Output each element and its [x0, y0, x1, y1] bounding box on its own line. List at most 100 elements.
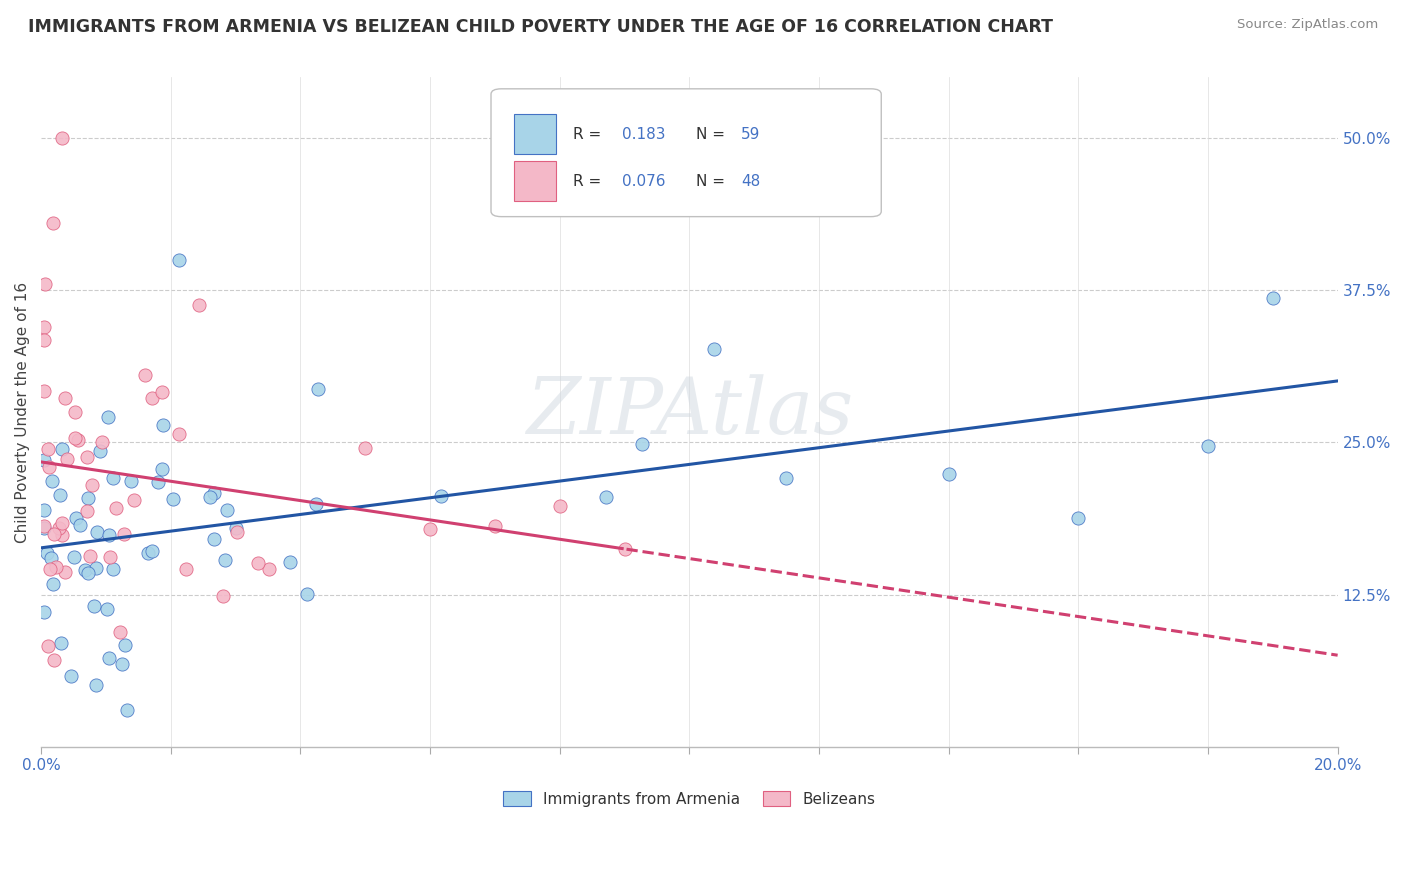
Point	[114, 638, 136, 652]
Point	[84, 678, 107, 692]
Point	[37, 442, 59, 456]
Point	[55, 565, 77, 579]
Point	[45, 560, 67, 574]
Point	[65, 405, 87, 419]
Point	[51, 131, 73, 145]
Point	[35, 546, 58, 560]
Point	[188, 298, 211, 312]
Point	[152, 461, 174, 475]
Text: N =: N =	[696, 127, 730, 142]
Point	[76, 450, 98, 465]
Point	[630, 436, 652, 450]
Point	[79, 549, 101, 564]
Text: 48: 48	[741, 174, 761, 189]
Point	[38, 459, 60, 474]
FancyBboxPatch shape	[515, 114, 555, 154]
Y-axis label: Child Poverty Under the Age of 16: Child Poverty Under the Age of 16	[15, 282, 30, 542]
Point	[34, 320, 56, 334]
Point	[204, 533, 226, 547]
Point	[60, 669, 83, 683]
Point	[80, 477, 103, 491]
Point	[34, 521, 56, 535]
Point	[430, 489, 453, 503]
Point	[115, 703, 138, 717]
Point	[37, 639, 59, 653]
Point	[65, 511, 87, 525]
Point	[938, 467, 960, 482]
Point	[38, 562, 60, 576]
Text: IMMIGRANTS FROM ARMENIA VS BELIZEAN CHILD POVERTY UNDER THE AGE OF 16 CORRELATIO: IMMIGRANTS FROM ARMENIA VS BELIZEAN CHIL…	[28, 18, 1053, 36]
Point	[305, 497, 328, 511]
Point	[90, 434, 112, 449]
Point	[51, 528, 73, 542]
Point	[86, 524, 108, 539]
Point	[96, 602, 118, 616]
Point	[42, 217, 65, 231]
Point	[295, 587, 318, 601]
Point	[51, 516, 73, 531]
Point	[101, 471, 124, 485]
Text: ZIPAtlas: ZIPAtlas	[526, 374, 853, 450]
Point	[214, 552, 236, 566]
Point	[307, 382, 329, 396]
Point	[613, 542, 636, 557]
Point	[39, 550, 62, 565]
Point	[108, 625, 131, 640]
Text: R =: R =	[572, 174, 606, 189]
Point	[703, 342, 725, 356]
Text: Source: ZipAtlas.com: Source: ZipAtlas.com	[1237, 18, 1378, 31]
Point	[48, 521, 70, 535]
Point	[34, 605, 56, 619]
Point	[120, 474, 142, 488]
Point	[202, 485, 225, 500]
Point	[76, 503, 98, 517]
Point	[134, 368, 156, 382]
Point	[42, 653, 65, 667]
Point	[73, 563, 96, 577]
Point	[212, 590, 235, 604]
Point	[62, 549, 84, 564]
Point	[167, 426, 190, 441]
Point	[97, 528, 120, 542]
Point	[98, 550, 121, 565]
Point	[217, 503, 239, 517]
Point	[548, 499, 571, 513]
Point	[34, 503, 56, 517]
Point	[101, 562, 124, 576]
Point	[257, 562, 280, 576]
Point	[1197, 439, 1219, 453]
Point	[150, 384, 173, 399]
FancyBboxPatch shape	[515, 161, 555, 202]
Point	[42, 576, 65, 591]
Point	[34, 277, 56, 292]
Point	[53, 391, 76, 405]
Point	[1261, 291, 1284, 305]
Point	[89, 443, 111, 458]
Point	[56, 452, 79, 467]
Point	[34, 453, 56, 467]
Point	[775, 470, 797, 484]
Point	[97, 410, 120, 425]
Point	[66, 433, 89, 447]
Point	[49, 636, 72, 650]
Point	[136, 546, 159, 560]
Point	[84, 561, 107, 575]
Point	[69, 518, 91, 533]
Legend: Immigrants from Armenia, Belizeans: Immigrants from Armenia, Belizeans	[496, 784, 882, 813]
Point	[77, 491, 100, 505]
Point	[105, 501, 128, 516]
Text: 0.183: 0.183	[621, 127, 665, 142]
Point	[48, 488, 70, 502]
Text: 59: 59	[741, 127, 761, 142]
Point	[77, 566, 100, 580]
Point	[225, 525, 247, 540]
Point	[167, 252, 190, 267]
Point	[354, 441, 377, 455]
Point	[595, 490, 617, 504]
Text: R =: R =	[572, 127, 606, 142]
Point	[34, 519, 56, 533]
Point	[162, 491, 184, 506]
Point	[114, 527, 136, 541]
Point	[44, 526, 66, 541]
Point	[152, 418, 174, 433]
